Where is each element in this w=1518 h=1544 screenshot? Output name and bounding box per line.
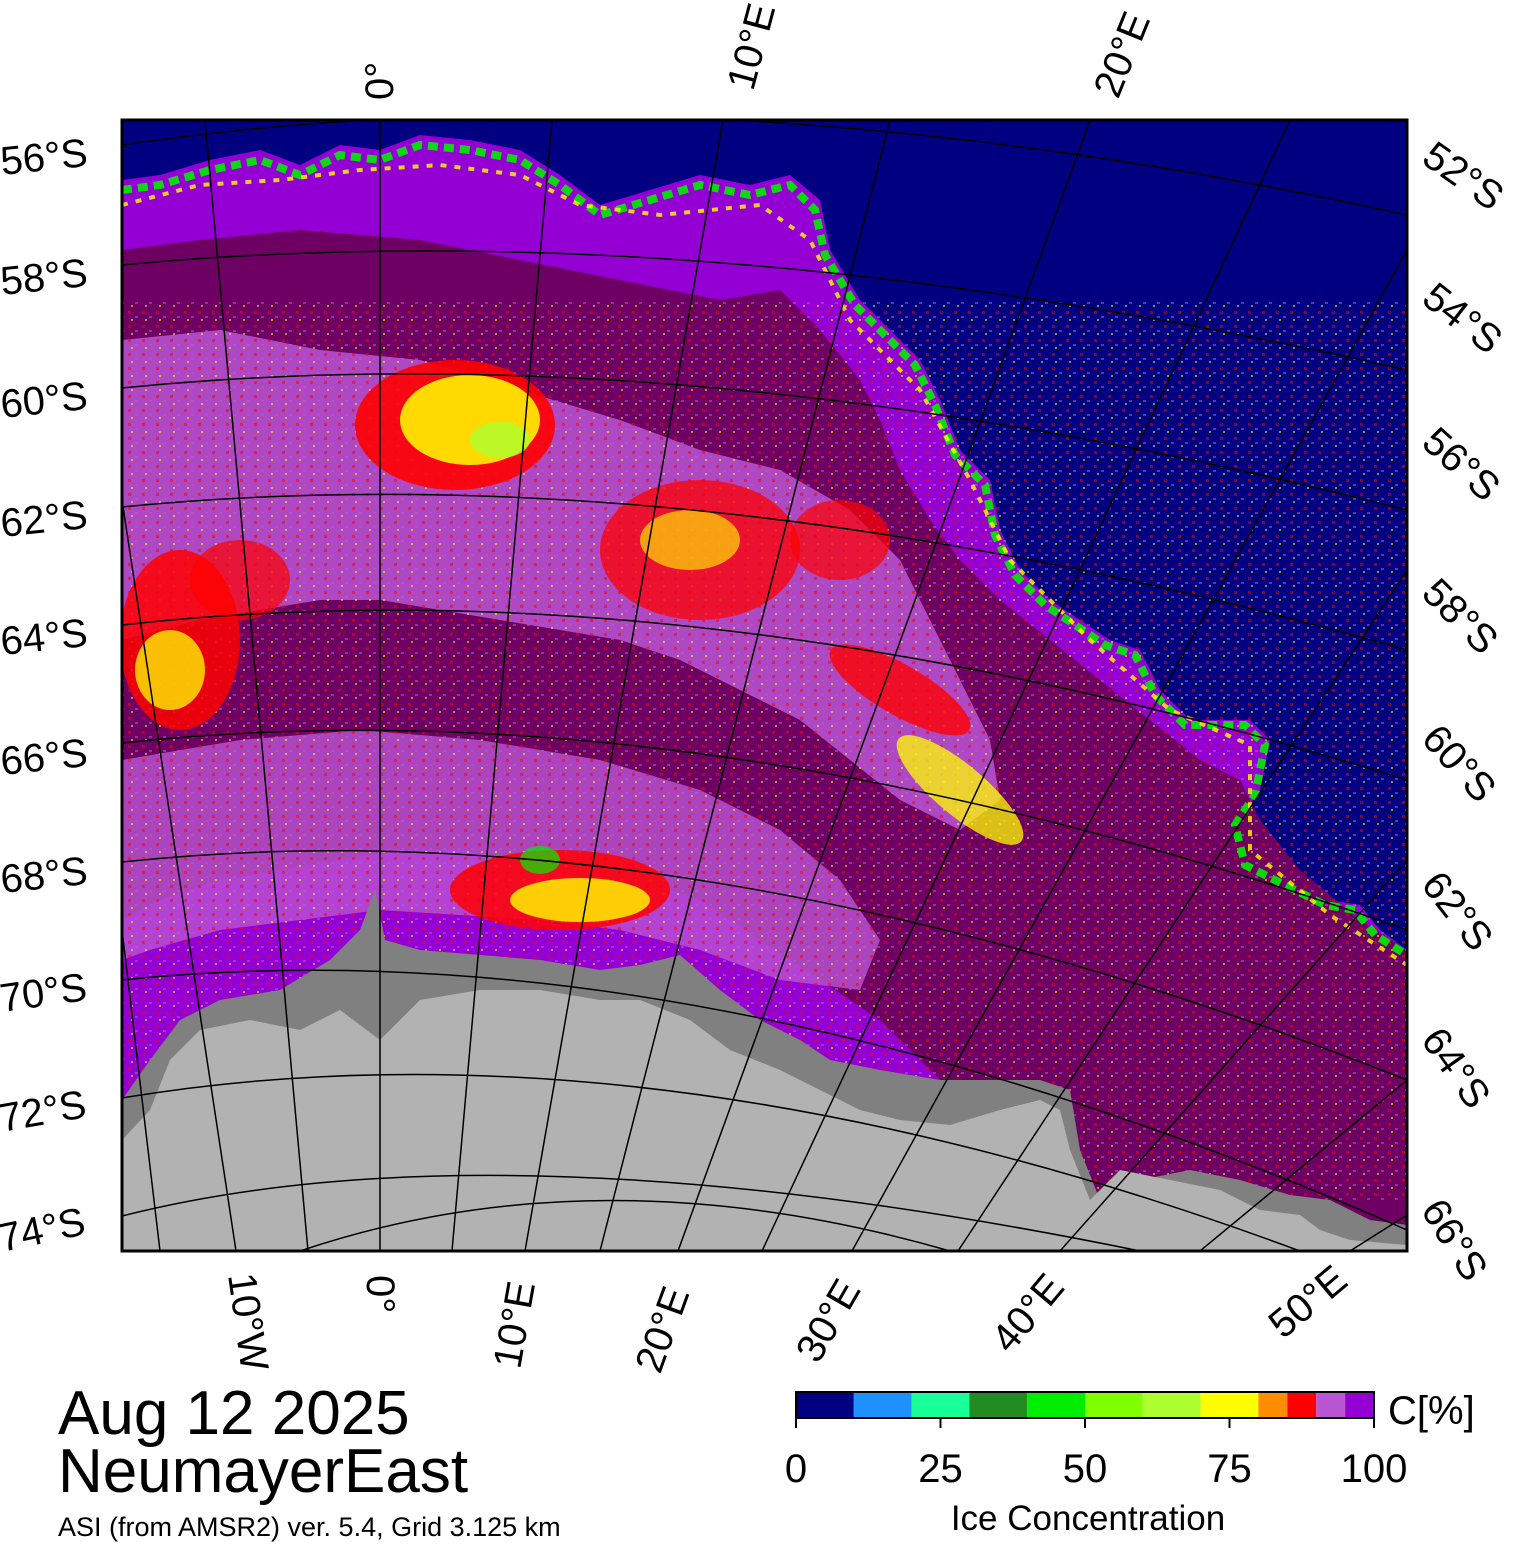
colorbar-tick-label: 25 [918,1447,963,1491]
date-title: Aug 12 2025 [58,1379,410,1448]
longitude-grid-lines [122,120,1407,1251]
left-lat-label: 70°S [0,965,90,1021]
bottom-lon-label: 10°W [219,1270,276,1374]
title-block: Aug 12 2025 NeumayerEast ASI (from AMSR2… [58,1379,561,1542]
colorbar-swatch [1287,1392,1317,1418]
colorbar-swatch [1200,1392,1259,1418]
colorbar-swatches [796,1392,1374,1418]
right-latitude-labels: 52°S 54°S 56°S 58°S 60°S 62°S 64°S 66°S [1412,133,1511,1288]
bottom-lon-label: 30°E [788,1272,870,1369]
right-lat-label: 62°S [1413,863,1501,959]
top-lon-label: 10°E [719,0,784,94]
colorbar-swatch [1142,1392,1201,1418]
bottom-longitude-labels: 10°W 0° 10°E 20°E 30°E 40°E 50°E [219,1257,1355,1378]
left-latitude-labels: 56°S 58°S 60°S 62°S 64°S 66°S 68°S 70°S … [0,131,90,1261]
bottom-lon-label: 0° [358,1275,402,1313]
right-lat-label: 52°S [1415,133,1512,219]
colorbar-swatch [1316,1392,1346,1418]
source-note: ASI (from AMSR2) ver. 5.4, Grid 3.125 km [58,1512,561,1542]
colorbar-tick-label: 75 [1207,1447,1252,1491]
colorbar: C[%] 0 25 50 75 100 Ice Concentration [785,1389,1475,1538]
bottom-lon-label: 50°E [1261,1257,1356,1347]
left-lat-label: 74°S [0,1200,89,1261]
colorbar-swatch [1027,1392,1085,1418]
top-longitude-labels: 0° 10°E 20°E [358,0,1159,103]
colorbar-swatch [853,1392,912,1418]
left-lat-label: 56°S [0,131,90,184]
colorbar-swatch [1345,1392,1374,1418]
colorbar-swatch [911,1392,970,1418]
colorbar-tick-marks [795,1418,1375,1428]
left-lat-label: 58°S [0,251,90,304]
colorbar-title: Ice Concentration [951,1499,1225,1538]
left-lat-label: 62°S [0,493,90,546]
marginal-ice-edge [122,140,1407,959]
left-lat-label: 66°S [0,731,90,784]
right-lat-label: 58°S [1414,570,1507,663]
right-lat-label: 64°S [1413,1020,1499,1117]
region-title: NeumayerEast [58,1437,468,1506]
bottom-lon-label: 20°E [627,1281,698,1378]
colorbar-swatch [1085,1392,1143,1418]
map-frame [120,118,1409,1253]
left-lat-label: 60°S [0,374,90,427]
colorbar-unit: C[%] [1388,1389,1475,1433]
colorbar-swatch [969,1392,1028,1418]
right-lat-label: 56°S [1414,419,1508,510]
top-lon-label: 0° [358,62,402,100]
antarctic-land [122,990,1407,1251]
colorbar-tick-label: 0 [785,1447,807,1491]
low-concentration-patches [122,360,1024,930]
colorbar-tick-label: 100 [1341,1447,1408,1491]
colorbar-swatch [796,1392,854,1418]
marginal-ice-edge-inner [122,162,1407,967]
bottom-lon-label: 40°E [983,1266,1073,1361]
right-lat-label: 54°S [1414,274,1510,362]
colorbar-tick-label: 50 [1063,1447,1108,1491]
top-lon-label: 20°E [1086,6,1159,103]
left-lat-label: 68°S [0,849,90,902]
left-lat-label: 72°S [0,1082,89,1140]
map-panel [122,120,1407,1251]
colorbar-swatch [1258,1392,1288,1418]
bottom-lon-label: 10°E [486,1278,544,1371]
right-lat-label: 60°S [1413,717,1504,811]
right-lat-label: 66°S [1412,1191,1496,1288]
left-lat-label: 64°S [0,611,90,664]
